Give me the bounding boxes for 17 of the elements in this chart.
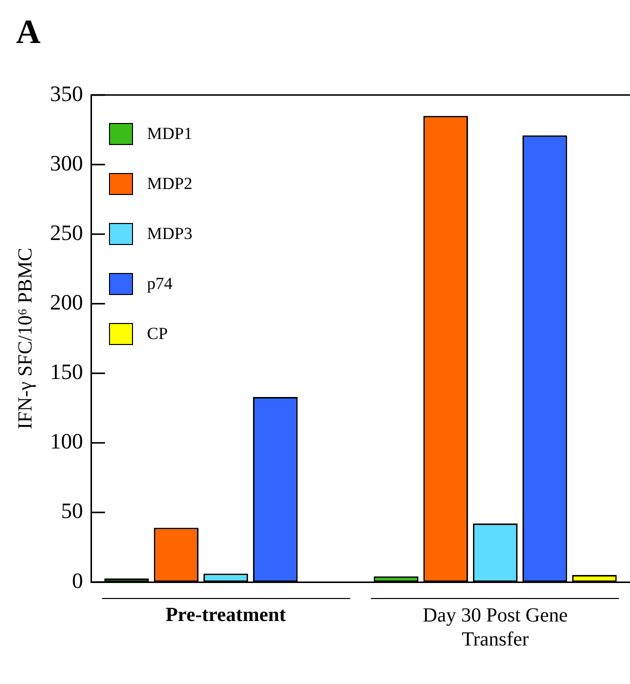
y-tick-label: 100 bbox=[50, 428, 83, 454]
y-axis-title: IFN-γ SFC/10⁶ PBMC bbox=[14, 248, 36, 430]
y-tick-label: 0 bbox=[72, 568, 83, 593]
legend-label: p74 bbox=[147, 274, 172, 294]
y-tick-label: 250 bbox=[50, 220, 83, 245]
x-tick-label: Pre-treatment bbox=[166, 604, 286, 626]
y-tick-label: 200 bbox=[50, 289, 83, 314]
legend-label: MDP3 bbox=[147, 224, 192, 244]
legend-label: MDP1 bbox=[147, 124, 192, 144]
legend-label: MDP2 bbox=[147, 174, 192, 194]
y-tick-label: 150 bbox=[50, 359, 83, 384]
y-tick-label: 300 bbox=[50, 150, 83, 176]
text: A bbox=[16, 14, 41, 52]
y-tick-label: 350 bbox=[50, 80, 83, 106]
y-tick-label: 50 bbox=[61, 498, 83, 524]
legend-label: CP bbox=[147, 324, 168, 344]
x-tick-label: Day 30 Post Gene Transfer bbox=[422, 604, 568, 650]
